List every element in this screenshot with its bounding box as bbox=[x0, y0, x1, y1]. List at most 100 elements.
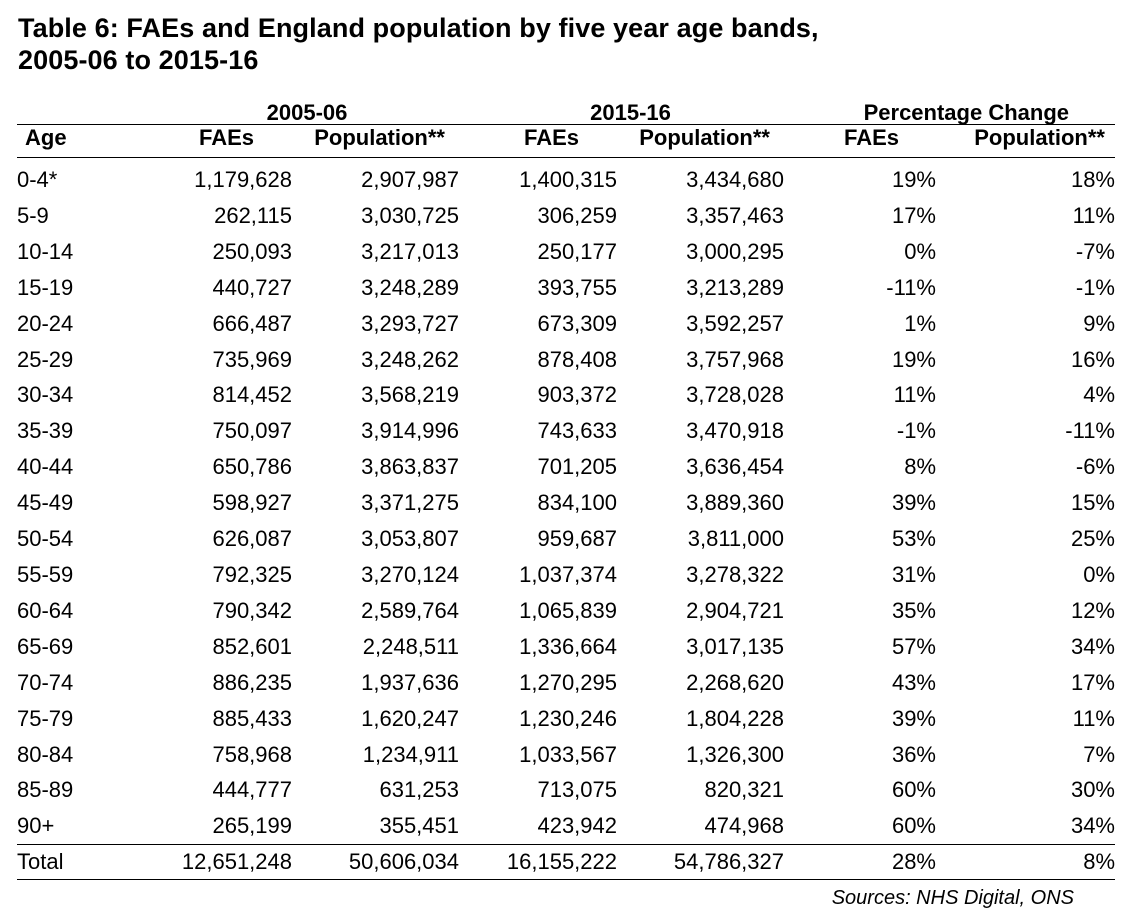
cell-faes-change: 31% bbox=[891, 561, 936, 587]
column-header-faes-2015-16: FAEs bbox=[459, 124, 617, 158]
cell-faes-2015-16: 423,942 bbox=[537, 813, 617, 839]
cell-population-change: 18% bbox=[1070, 167, 1115, 192]
table-row: 15-19 440,727 3,248,289 393,755 3,213,28… bbox=[17, 270, 1115, 306]
cell-age: 75-79 bbox=[17, 705, 74, 731]
cell-faes-2015-16: 306,259 bbox=[537, 202, 617, 228]
cell-faes-change: -11% bbox=[886, 274, 936, 300]
cell-population-2005-06: 3,293,727 bbox=[361, 310, 459, 336]
cell-faes-2005-06: 852,601 bbox=[212, 633, 292, 659]
cell-faes-2005-06: 444,777 bbox=[212, 777, 292, 803]
cell-faes-2015-16: 713,075 bbox=[537, 777, 617, 803]
cell-population-change: 9% bbox=[1083, 310, 1115, 336]
cell-faes-change: 36% bbox=[891, 741, 936, 767]
cell-faes-change: 39% bbox=[891, 490, 936, 516]
cell-faes-2015-16: 1,400,315 bbox=[519, 167, 617, 192]
cell-population-2015-16: 3,434,680 bbox=[686, 167, 784, 192]
cell-population-change: -6% bbox=[1075, 454, 1115, 480]
table-row: 30-34 814,452 3,568,219 903,372 3,728,02… bbox=[17, 377, 1115, 413]
total-faes-2015-16: 16,155,222 bbox=[459, 844, 617, 881]
cell-population-2015-16: 3,811,000 bbox=[687, 526, 784, 552]
table-row: 0-4* 1,179,628 2,907,987 1,400,315 3,434… bbox=[17, 158, 1115, 198]
cell-population-2005-06: 3,914,996 bbox=[361, 418, 459, 444]
cell-faes-change: -1% bbox=[896, 418, 936, 444]
cell-age: 0-4* bbox=[17, 167, 58, 192]
cell-faes-change: 35% bbox=[891, 597, 936, 623]
column-header-population-2015-16: Population** bbox=[617, 124, 784, 158]
cell-age: 65-69 bbox=[17, 633, 74, 659]
cell-population-2015-16: 1,326,300 bbox=[686, 741, 784, 767]
table-row: 75-79 885,433 1,620,247 1,230,246 1,804,… bbox=[17, 701, 1115, 737]
cell-population-2005-06: 2,907,987 bbox=[361, 167, 459, 192]
table-row: 70-74 886,235 1,937,636 1,270,295 2,268,… bbox=[17, 665, 1115, 701]
cell-population-change: 17% bbox=[1070, 669, 1115, 695]
total-population-2005-06: 50,606,034 bbox=[292, 844, 459, 881]
cell-faes-2005-06: 758,968 bbox=[212, 741, 292, 767]
cell-faes-change: 19% bbox=[891, 346, 936, 372]
cell-population-2005-06: 3,568,219 bbox=[361, 382, 459, 408]
cell-faes-2015-16: 701,205 bbox=[537, 454, 617, 480]
cell-population-change: 15% bbox=[1070, 490, 1115, 516]
cell-faes-2015-16: 878,408 bbox=[537, 346, 617, 372]
cell-faes-2015-16: 1,230,246 bbox=[519, 705, 617, 731]
cell-population-2005-06: 3,217,013 bbox=[361, 238, 459, 264]
table-row: 50-54 626,087 3,053,807 959,687 3,811,00… bbox=[17, 521, 1115, 557]
cell-faes-2005-06: 440,727 bbox=[212, 274, 292, 300]
cell-faes-2015-16: 673,309 bbox=[537, 310, 617, 336]
column-header-faes-change: FAEs bbox=[784, 124, 936, 158]
cell-faes-2005-06: 265,199 bbox=[212, 813, 292, 839]
fae-population-table: 2005-06 2015-16 Percentage Change Age FA… bbox=[17, 100, 1115, 881]
table-row: 10-14 250,093 3,217,013 250,177 3,000,29… bbox=[17, 234, 1115, 270]
cell-age: 50-54 bbox=[17, 526, 74, 552]
cell-population-2005-06: 1,620,247 bbox=[361, 705, 459, 731]
cell-age: 80-84 bbox=[17, 741, 74, 767]
group-header-blank bbox=[17, 100, 137, 125]
cell-faes-2005-06: 262,115 bbox=[214, 202, 292, 228]
cell-population-2015-16: 3,889,360 bbox=[686, 490, 784, 516]
source-note: Sources: NHS Digital, ONS bbox=[831, 887, 1074, 909]
cell-faes-change: 19% bbox=[891, 167, 936, 192]
cell-faes-2015-16: 1,037,374 bbox=[519, 561, 617, 587]
total-population-2015-16: 54,786,327 bbox=[617, 844, 784, 881]
cell-faes-change: 60% bbox=[891, 813, 936, 839]
cell-population-change: 12% bbox=[1070, 597, 1115, 623]
cell-population-2005-06: 3,270,124 bbox=[361, 561, 459, 587]
table-title-line-1: Table 6: FAEs and England population by … bbox=[18, 13, 819, 43]
cell-population-change: -1% bbox=[1075, 274, 1115, 300]
cell-population-change: 7% bbox=[1083, 741, 1115, 767]
cell-faes-change: 17% bbox=[891, 202, 936, 228]
cell-population-2005-06: 2,248,511 bbox=[362, 633, 459, 659]
table-body: 0-4* 1,179,628 2,907,987 1,400,315 3,434… bbox=[17, 158, 1115, 881]
cell-population-change: 30% bbox=[1070, 777, 1115, 803]
cell-population-change: -7% bbox=[1075, 238, 1115, 264]
table-title-line-2: 2005-06 to 2015-16 bbox=[18, 45, 259, 75]
table-row: 85-89 444,777 631,253 713,075 820,321 60… bbox=[17, 772, 1115, 808]
cell-population-2005-06: 3,863,837 bbox=[361, 454, 459, 480]
cell-population-2015-16: 820,321 bbox=[704, 777, 784, 803]
table-row: 25-29 735,969 3,248,262 878,408 3,757,96… bbox=[17, 342, 1115, 378]
cell-population-change: 11% bbox=[1072, 202, 1115, 228]
cell-age: 45-49 bbox=[17, 490, 74, 516]
cell-population-change: -11% bbox=[1065, 418, 1115, 444]
table-row: 90+ 265,199 355,451 423,942 474,968 60% … bbox=[17, 808, 1115, 844]
cell-faes-change: 53% bbox=[891, 526, 936, 552]
cell-population-2005-06: 631,253 bbox=[379, 777, 459, 803]
cell-faes-2005-06: 735,969 bbox=[212, 346, 292, 372]
cell-age: 70-74 bbox=[17, 669, 74, 695]
cell-faes-2005-06: 626,087 bbox=[212, 526, 292, 552]
cell-faes-2005-06: 792,325 bbox=[212, 561, 292, 587]
column-header-population-2005-06: Population** bbox=[292, 124, 459, 158]
cell-population-change: 25% bbox=[1070, 526, 1115, 552]
cell-population-2005-06: 355,451 bbox=[379, 813, 459, 839]
cell-population-2015-16: 3,592,257 bbox=[686, 310, 784, 336]
cell-population-2015-16: 3,357,463 bbox=[686, 202, 784, 228]
cell-population-change: 34% bbox=[1070, 633, 1115, 659]
cell-faes-change: 11% bbox=[893, 382, 936, 408]
cell-population-change: 34% bbox=[1070, 813, 1115, 839]
cell-population-change: 16% bbox=[1070, 346, 1115, 372]
cell-faes-2015-16: 1,270,295 bbox=[519, 669, 617, 695]
table-row: 40-44 650,786 3,863,837 701,205 3,636,45… bbox=[17, 449, 1115, 485]
cell-age: 10-14 bbox=[17, 238, 74, 264]
table-row: 45-49 598,927 3,371,275 834,100 3,889,36… bbox=[17, 485, 1115, 521]
group-header-row: 2005-06 2015-16 Percentage Change bbox=[17, 100, 1115, 125]
cell-faes-change: 60% bbox=[891, 777, 936, 803]
